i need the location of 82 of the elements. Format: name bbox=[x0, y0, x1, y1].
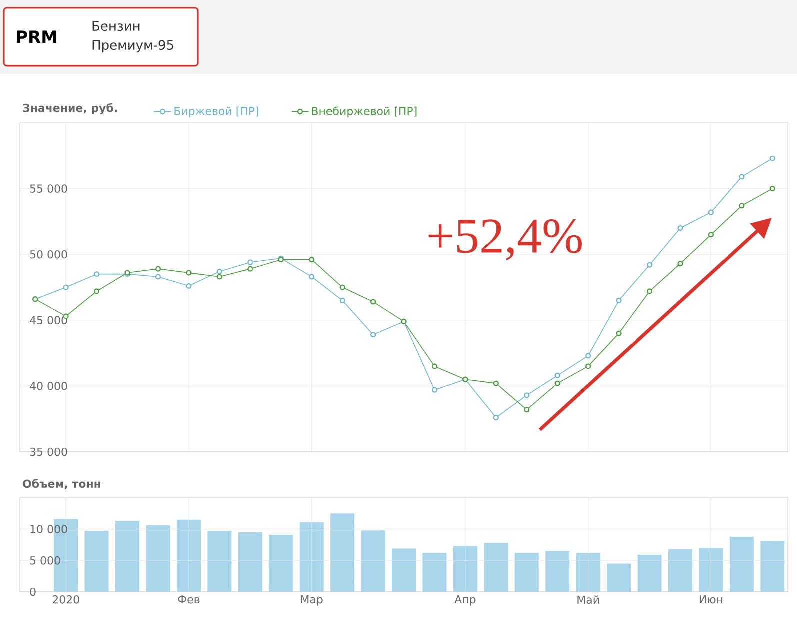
bar bbox=[638, 555, 662, 592]
point bbox=[739, 174, 745, 180]
bar bbox=[238, 532, 262, 592]
point bbox=[554, 372, 560, 378]
x-tick-label: Фев bbox=[178, 596, 200, 604]
point bbox=[646, 288, 653, 294]
y-tick-label: 10 000 bbox=[30, 525, 68, 534]
bar bbox=[668, 549, 692, 592]
bar bbox=[576, 553, 600, 592]
point bbox=[94, 288, 100, 294]
x-tick-label: Июн bbox=[700, 596, 723, 604]
x-tick-label: Май bbox=[578, 596, 600, 604]
point bbox=[216, 274, 222, 280]
point bbox=[770, 186, 776, 192]
point bbox=[493, 414, 499, 421]
bar bbox=[300, 522, 324, 592]
point bbox=[739, 203, 745, 209]
point bbox=[155, 266, 162, 272]
bar bbox=[514, 553, 539, 592]
point bbox=[370, 299, 376, 305]
bar bbox=[453, 546, 478, 592]
bar bbox=[269, 534, 294, 592]
point bbox=[432, 364, 438, 370]
point bbox=[248, 260, 254, 266]
y-tick-label: 5 000 bbox=[30, 556, 60, 565]
chart-title: PRM bbox=[17, 30, 56, 44]
point bbox=[586, 364, 592, 370]
annotation: +52,4% bbox=[428, 220, 582, 260]
x-tick-label: 2020 bbox=[52, 596, 80, 604]
point bbox=[63, 284, 69, 290]
bar bbox=[484, 543, 508, 592]
y-tick-label: 55 000 bbox=[30, 184, 68, 193]
point bbox=[586, 353, 592, 359]
point bbox=[432, 387, 438, 393]
bar bbox=[730, 536, 754, 592]
point bbox=[708, 210, 714, 216]
y-tick-label: 0 bbox=[30, 588, 36, 596]
bar bbox=[208, 531, 232, 592]
y-tick-label: 40 000 bbox=[30, 382, 68, 390]
point bbox=[186, 270, 192, 276]
bar bbox=[146, 526, 170, 592]
bar bbox=[84, 531, 109, 592]
x-tick-label: Апр bbox=[454, 596, 476, 606]
point bbox=[340, 298, 346, 304]
point bbox=[155, 274, 162, 280]
point bbox=[309, 274, 315, 280]
point bbox=[678, 261, 684, 267]
bar bbox=[330, 514, 355, 592]
bar bbox=[422, 553, 447, 592]
point bbox=[678, 225, 684, 232]
y-tick-label: 50 000 bbox=[30, 250, 68, 259]
point bbox=[770, 156, 776, 162]
point bbox=[186, 283, 192, 289]
point bbox=[94, 272, 100, 278]
point bbox=[646, 262, 653, 268]
bar bbox=[176, 520, 201, 592]
point bbox=[216, 268, 222, 274]
bar bbox=[392, 548, 416, 592]
point bbox=[493, 380, 499, 386]
x-tick-label: Мар bbox=[301, 596, 323, 606]
bar bbox=[116, 521, 140, 592]
bar bbox=[361, 530, 386, 592]
bar bbox=[546, 551, 570, 592]
point bbox=[340, 284, 346, 290]
point bbox=[616, 330, 622, 336]
point bbox=[309, 257, 315, 263]
point bbox=[524, 407, 530, 413]
point bbox=[554, 380, 560, 386]
point bbox=[616, 298, 622, 304]
bar bbox=[607, 564, 632, 592]
point bbox=[370, 332, 376, 338]
y-axis-title: Объем, тонн bbox=[23, 479, 100, 490]
bar bbox=[760, 541, 785, 592]
y-axis-title: Значение, руб. bbox=[23, 103, 117, 114]
legend-label: Биржевой [ПР] bbox=[174, 106, 258, 118]
point bbox=[248, 266, 254, 272]
chart-subtitle: Бензин Премиум-95 bbox=[92, 21, 174, 53]
bar bbox=[699, 548, 724, 592]
point bbox=[708, 232, 714, 238]
y-tick-label: 35 000 bbox=[30, 448, 68, 456]
point bbox=[524, 392, 530, 398]
legend-label: Внебиржевой [ПР] bbox=[312, 106, 417, 118]
